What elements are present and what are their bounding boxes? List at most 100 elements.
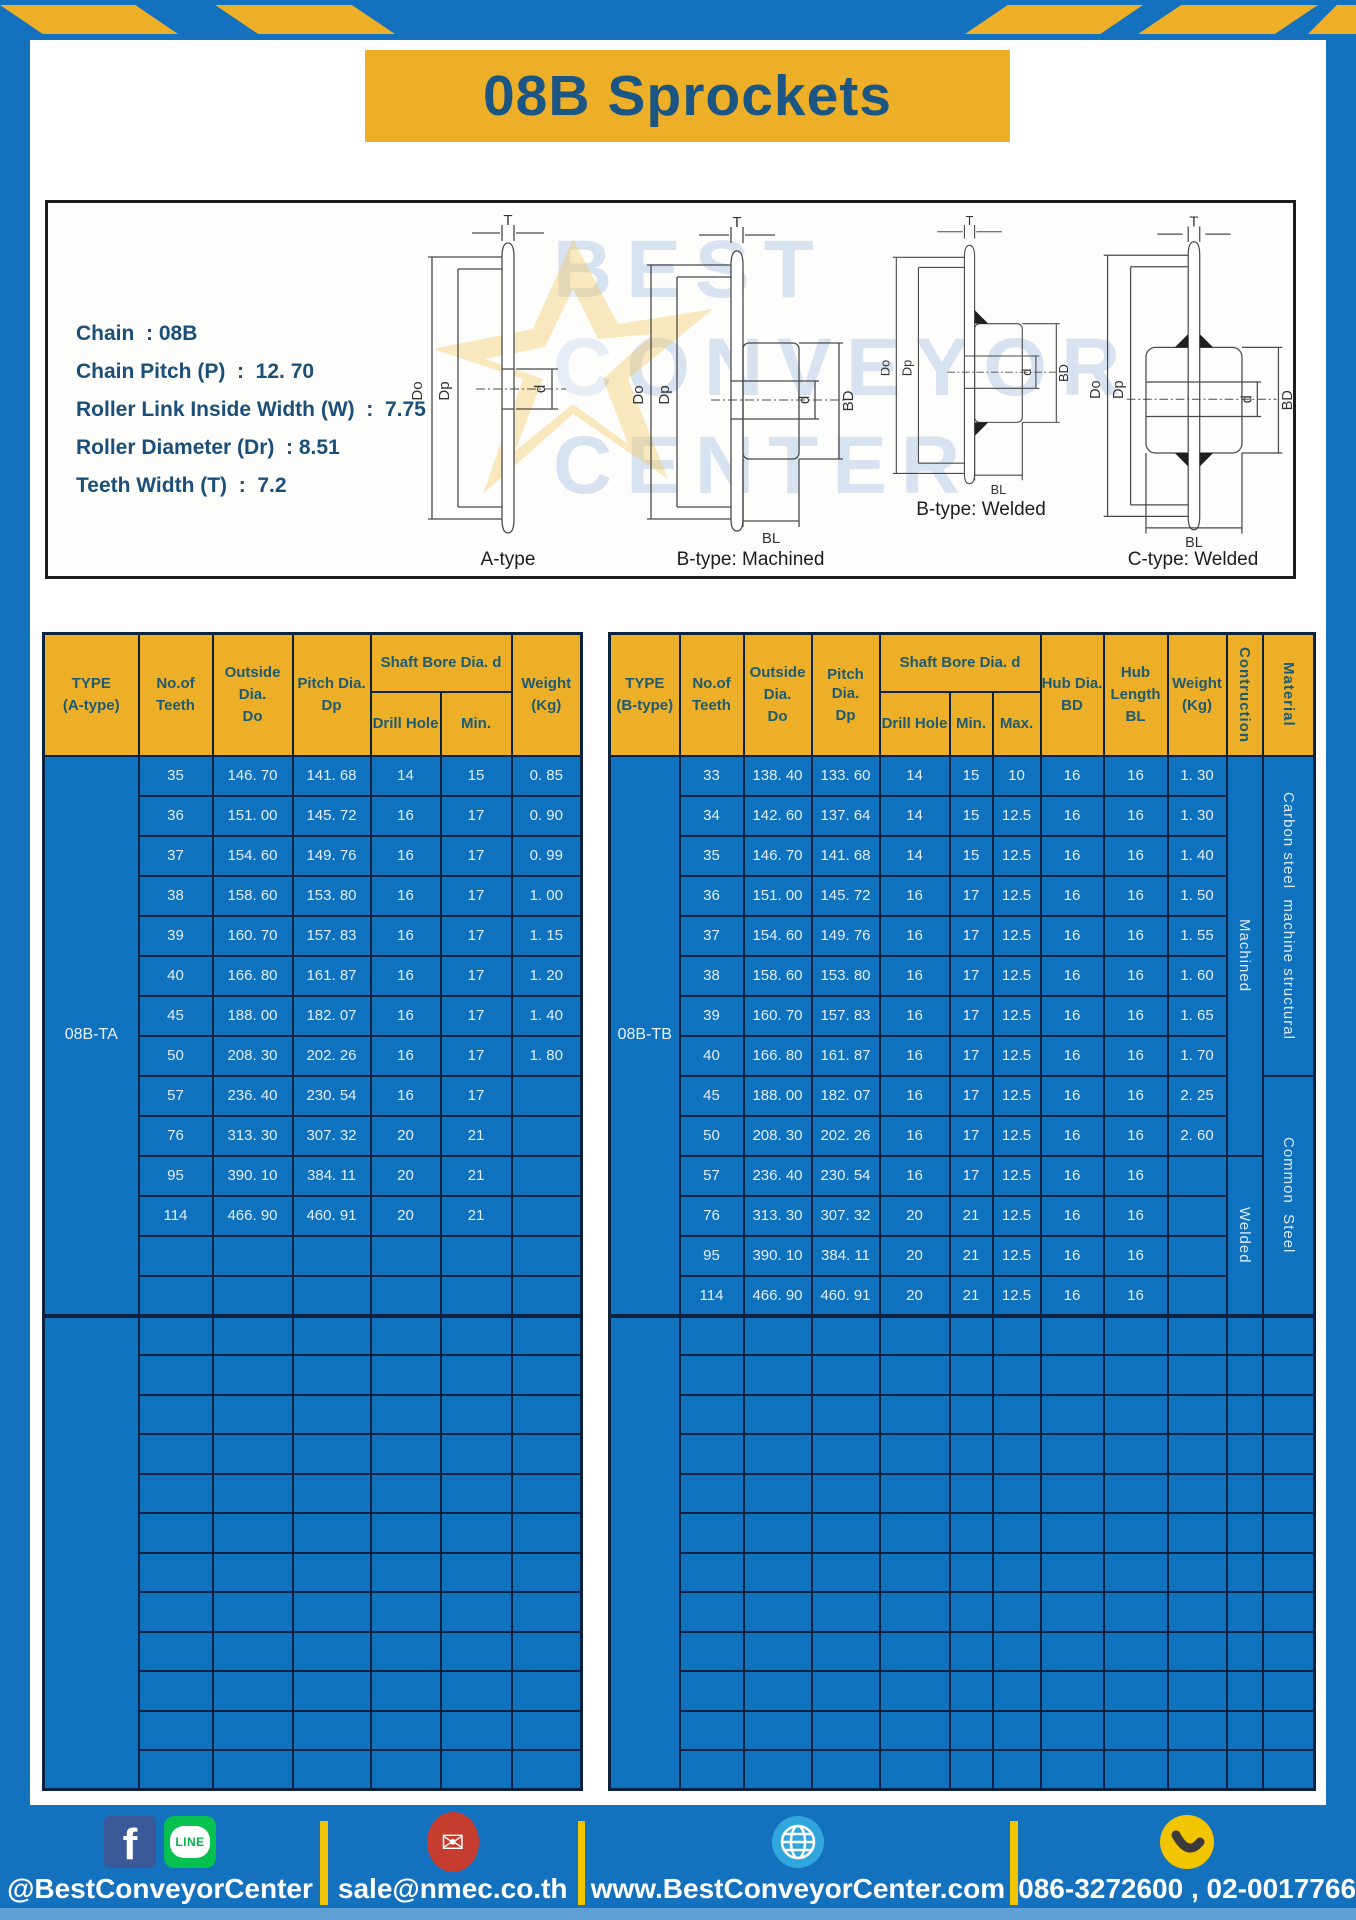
empty-cell (291, 1433, 372, 1475)
data-cell: 17 (439, 834, 513, 877)
data-cell (510, 1154, 583, 1197)
empty-cell (1225, 1709, 1264, 1751)
dim-label-do: Do (633, 385, 647, 404)
table-row (610, 1591, 1316, 1633)
table-row (44, 1354, 583, 1396)
data-cell: 12.5 (991, 1154, 1042, 1197)
data-cell: 20 (369, 1154, 442, 1197)
data-cell (1166, 1274, 1228, 1317)
figure-b-type-welded: T Do Dp d (881, 213, 1081, 521)
data-cell: 38 (137, 874, 214, 917)
footer-social-group[interactable]: f LINE @BestConveyorCenter (0, 1805, 320, 1920)
table-row: 114 466. 90 460. 91 20 21 (44, 1194, 583, 1237)
table-row: 45 188. 00 182. 07 16 17 1. 40 (44, 994, 583, 1037)
data-cell: 39 (678, 994, 745, 1037)
data-cell: 17 (439, 874, 513, 917)
empty-cell (678, 1749, 745, 1791)
data-cell: 160. 70 (211, 914, 294, 957)
empty-cell (948, 1433, 994, 1475)
data-cell: 1. 70 (1166, 1034, 1228, 1077)
data-cell: 1. 30 (1166, 794, 1228, 837)
data-cell: 188. 00 (742, 1074, 813, 1117)
data-cell: 114 (678, 1274, 745, 1317)
data-cell: 20 (878, 1234, 951, 1277)
footer-email-group[interactable]: ✉ sale@nmec.co.th (328, 1805, 578, 1920)
data-cell: 149. 76 (810, 914, 881, 957)
line-icon[interactable]: LINE (164, 1816, 216, 1868)
empty-cell (439, 1709, 513, 1751)
footer-phone-group[interactable]: 086-3272600 , 02-0017766 (1018, 1805, 1356, 1920)
header-line: No.of (156, 675, 195, 693)
table-row: 50 208. 30 202. 26 16 17 1. 80 (44, 1034, 583, 1077)
empty-cell (369, 1591, 442, 1633)
empty-cell (810, 1551, 881, 1593)
dim-label-dp: Dp (1111, 380, 1127, 398)
col-header-shaft-bore: Shaft Bore Dia. d (369, 632, 513, 693)
data-cell: 1. 20 (510, 954, 583, 997)
data-cell: 145. 72 (291, 794, 372, 837)
stripe-decoration (215, 5, 395, 34)
header-line: Material (1279, 662, 1297, 728)
empty-cell (678, 1591, 745, 1633)
table-row (42, 1313, 583, 1791)
type-label-cell (42, 1313, 140, 1791)
construction-label: Welded (1236, 1206, 1253, 1264)
empty-cell (878, 1393, 951, 1435)
data-cell: 21 (439, 1154, 513, 1197)
empty-cell (678, 1313, 745, 1356)
table-row (610, 1709, 1316, 1751)
header-line: Pitch Dia. (827, 665, 864, 702)
material-cell: Common Steel (1261, 1074, 1316, 1317)
globe-icon[interactable] (771, 1815, 825, 1869)
empty-cell (991, 1354, 1042, 1396)
empty-cell (991, 1591, 1042, 1633)
empty-cell (137, 1670, 214, 1712)
table-row: 40 166. 80 161. 87 16 17 1. 20 (44, 954, 583, 997)
data-cell: 384. 11 (810, 1234, 881, 1277)
col-header-teeth: No.of Teeth (137, 632, 214, 757)
data-cell: 202. 26 (291, 1034, 372, 1077)
table-row (610, 1433, 1316, 1475)
col-header-max: Max. (991, 690, 1042, 757)
dim-label-t: T (732, 214, 741, 231)
empty-cell (137, 1472, 214, 1514)
email-icon[interactable]: ✉ (426, 1812, 479, 1872)
table-row (44, 1274, 583, 1317)
data-cell: 2. 25 (1166, 1074, 1228, 1117)
figure-label: B-type: Machined (676, 549, 825, 570)
data-cell: 76 (678, 1194, 745, 1237)
empty-cell (510, 1749, 583, 1791)
empty-cell (991, 1709, 1042, 1751)
header-line: Do (767, 708, 788, 726)
empty-cell (211, 1234, 294, 1277)
empty-cell (439, 1274, 513, 1317)
data-cell: 17 (948, 1114, 994, 1157)
data-cell: 208. 30 (742, 1114, 813, 1157)
dim-label-bl: BL (1185, 535, 1203, 549)
empty-cell (137, 1630, 214, 1672)
empty-cell (211, 1393, 294, 1435)
facebook-icon[interactable]: f (104, 1816, 156, 1868)
empty-cell (810, 1313, 881, 1356)
empty-cell (742, 1313, 813, 1356)
empty-cell (1039, 1512, 1105, 1554)
empty-cell (678, 1512, 745, 1554)
data-cell: 14 (878, 794, 951, 837)
data-cell: 141. 68 (810, 834, 881, 877)
data-cell: 39 (137, 914, 214, 957)
table-row: 36 151. 00 145. 72 16 17 0. 90 (44, 794, 583, 837)
empty-cell (439, 1591, 513, 1633)
empty-cell (878, 1551, 951, 1593)
data-cell (1166, 1154, 1228, 1197)
data-cell: 16 (1039, 1154, 1105, 1197)
data-cell: 16 (369, 794, 442, 837)
phone-icon[interactable] (1159, 1814, 1215, 1870)
data-cell: 12.5 (991, 794, 1042, 837)
dim-label-do: Do (881, 360, 893, 376)
data-cell: 16 (369, 1034, 442, 1077)
header-row: Drill Hole Min. Max. (610, 690, 1315, 757)
header-line: Dp (835, 706, 856, 724)
empty-cell (1102, 1591, 1169, 1633)
dim-label-do: Do (409, 381, 426, 400)
footer-website-group[interactable]: www.BestConveyorCenter.com (585, 1805, 1010, 1920)
